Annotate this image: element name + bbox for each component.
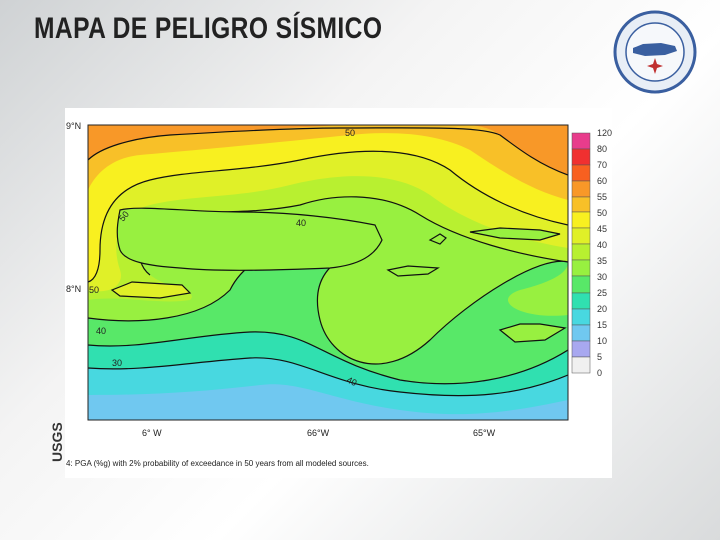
figure-caption: 4: PGA (%g) with 2% probability of excee… [66, 459, 369, 468]
contour-label: 40 [345, 375, 358, 388]
contour-label: 50 [89, 285, 99, 295]
legend-label: 5 [597, 352, 602, 362]
hazard-map [88, 125, 568, 420]
legend-label: 60 [597, 176, 607, 186]
legend-label: 0 [597, 368, 602, 378]
lon-label: 6° W [142, 428, 162, 438]
lat-label: 8°N [66, 284, 81, 294]
legend-label: 55 [597, 192, 607, 202]
color-bar [571, 132, 591, 374]
legend-label: 30 [597, 272, 607, 282]
side-label: USGS [49, 422, 65, 462]
contour-label: 50 [345, 128, 355, 138]
legend-label: 45 [597, 224, 607, 234]
legend-label: 25 [597, 288, 607, 298]
legend-label: 40 [597, 240, 607, 250]
legend-label: 20 [597, 304, 607, 314]
lat-label: 9°N [66, 121, 81, 131]
contour-label: 30 [112, 358, 122, 368]
lon-label: 66°W [307, 428, 330, 438]
logo [613, 10, 697, 94]
legend-label: 50 [597, 208, 607, 218]
contour-label: 50 [117, 209, 131, 223]
slide-title: MAPA DE PELIGRO SÍSMICO [34, 12, 383, 45]
legend-label: 10 [597, 336, 607, 346]
legend-label: 15 [597, 320, 607, 330]
legend-label: 80 [597, 144, 607, 154]
legend-label: 35 [597, 256, 607, 266]
legend-label: 120 [597, 128, 612, 138]
lon-label: 65°W [473, 428, 496, 438]
contour-label: 40 [96, 326, 106, 336]
map-frame [87, 124, 569, 421]
contour-label: 40 [296, 218, 306, 228]
legend-label: 70 [597, 160, 607, 170]
